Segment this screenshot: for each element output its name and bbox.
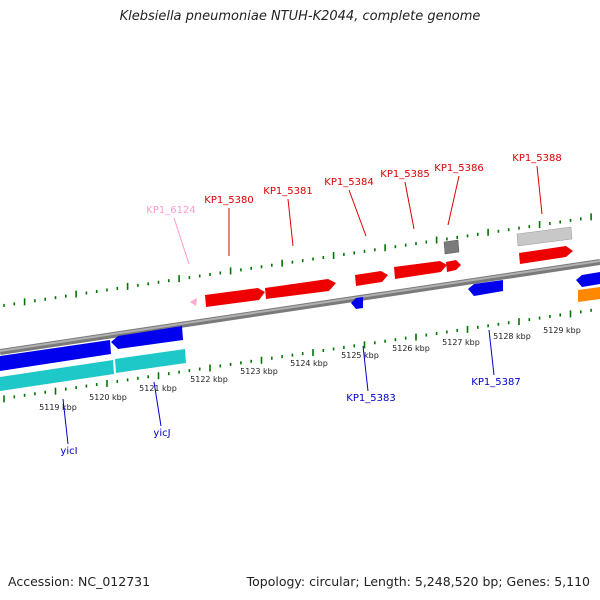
gene-yicI[interactable] <box>0 340 111 371</box>
gene-label[interactable]: KP1_5381 <box>263 186 312 197</box>
gene-right-edge-blue[interactable] <box>576 272 600 287</box>
label-leader-line <box>404 181 415 230</box>
gene-kp1-5383[interactable] <box>351 297 363 309</box>
gene-kp1-6124[interactable] <box>190 298 197 306</box>
genome-backbone <box>0 259 600 355</box>
label-leader-line <box>488 329 495 376</box>
gene-label[interactable]: yicI <box>60 446 77 457</box>
label-leader-line <box>447 175 460 226</box>
label-leader-line <box>173 217 190 265</box>
kbp-label: 5121 kbp <box>139 384 177 393</box>
label-leader-line <box>348 189 367 237</box>
label-leader-line <box>287 198 294 247</box>
kbp-label: 5126 kbp <box>392 344 430 353</box>
gene-kp1-5388-gray[interactable] <box>516 226 573 247</box>
kbp-label: 5124 kbp <box>290 359 328 368</box>
gene-label[interactable]: KP1_5380 <box>204 195 253 206</box>
gene-right-edge-orange[interactable] <box>578 287 600 302</box>
kbp-label: 5122 kbp <box>190 375 228 384</box>
gene-label[interactable]: KP1_5387 <box>471 377 520 388</box>
top-gene-labels: KP1_6124 KP1_5380 KP1_5381 KP1_5384 KP1_5385… <box>146 153 562 265</box>
kbp-label: 5127 kbp <box>442 338 480 347</box>
genome-summary-text: Topology: circular; Length: 5,248,520 bp… <box>246 574 590 589</box>
kbp-label: 5128 kbp <box>493 332 531 341</box>
outer-tick-track <box>3 213 592 307</box>
gene-kp1-5384[interactable] <box>355 271 388 286</box>
gene-label[interactable]: KP1_5386 <box>434 163 483 174</box>
gene-kp1-5386[interactable] <box>446 260 461 272</box>
gene-yicJ[interactable] <box>111 326 183 349</box>
page-title: Klebsiella pneumoniae NTUH-K2044, comple… <box>119 9 481 24</box>
label-leader-line <box>153 381 162 427</box>
gene-label[interactable]: yicJ <box>153 428 170 439</box>
gene-kp1-5381[interactable] <box>265 279 336 299</box>
gene-label[interactable]: KP1_5384 <box>324 177 373 188</box>
inner-tick-track <box>3 308 592 403</box>
bottom-gene-labels: KP1_5383 KP1_5387 yicJ yicI <box>60 329 521 457</box>
kbp-label: 5125 kbp <box>341 351 379 360</box>
gene-label[interactable]: KP1_5383 <box>346 393 395 404</box>
gene-kp1-5388[interactable] <box>519 246 573 264</box>
label-leader-line <box>62 398 69 445</box>
gene-label[interactable]: KP1_5385 <box>380 169 429 180</box>
gene-label[interactable]: KP1_5388 <box>512 153 561 164</box>
label-leader-line <box>536 165 543 215</box>
accession-text: Accession: NC_012731 <box>8 574 151 589</box>
kbp-label: 5119 kbp <box>39 403 77 412</box>
gene-kp1-5386-dark[interactable] <box>443 239 460 255</box>
gene-kp1-5387[interactable] <box>468 280 503 296</box>
kbp-scale-labels: 5119 kbp 5120 kbp 5121 kbp 5122 kbp 5123 kbp… <box>39 326 581 412</box>
gene-kp1-5385[interactable] <box>394 261 447 279</box>
cyan-track[interactable] <box>0 349 186 391</box>
kbp-label: 5120 kbp <box>89 393 127 402</box>
gene-label[interactable]: KP1_6124 <box>146 205 195 216</box>
gene-kp1-5380[interactable] <box>205 288 265 307</box>
kbp-label: 5129 kbp <box>543 326 581 335</box>
kbp-label: 5123 kbp <box>240 367 278 376</box>
label-leader-line <box>362 345 369 392</box>
